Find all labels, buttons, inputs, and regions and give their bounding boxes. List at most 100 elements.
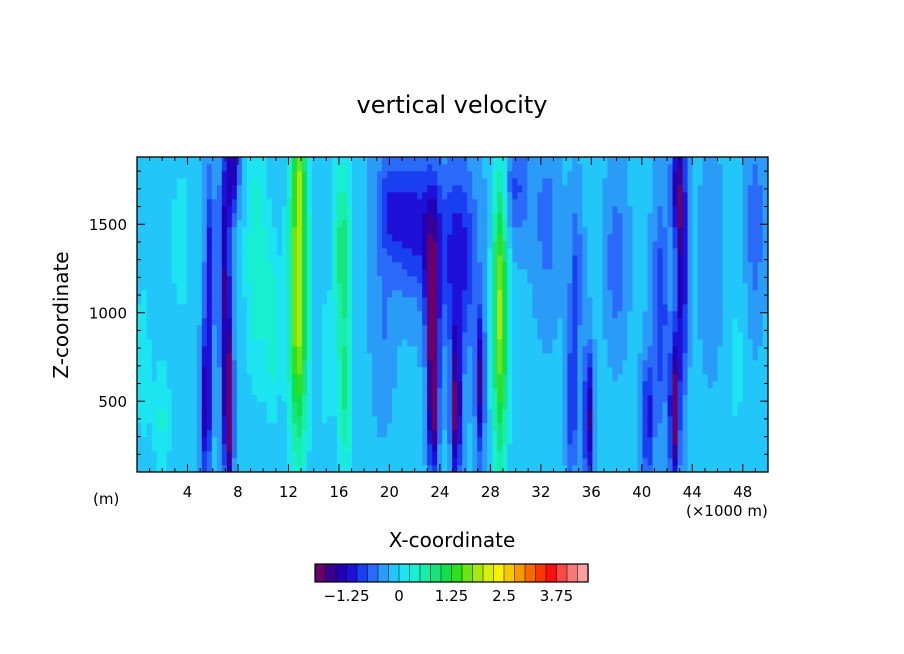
field-cell [537,205,543,214]
field-cell [392,331,398,340]
field-cell [327,450,333,459]
field-cell [301,450,308,459]
field-cell [156,157,163,165]
field-cell [201,219,208,228]
field-cell [622,275,629,284]
field-cell [397,359,403,368]
field-cell [602,212,609,221]
field-cell [627,352,634,361]
field-cell [321,352,328,361]
field-cell [567,310,573,319]
field-cell [422,198,428,207]
field-cell [151,212,158,221]
field-cell [161,191,168,200]
field-cell [587,429,594,438]
field-cell [627,184,634,193]
field-cell [201,324,208,333]
field-cell [517,247,523,256]
field-cell [281,170,288,179]
field-cell [332,331,338,340]
field-cell [407,275,413,284]
field-cell [462,443,468,452]
field-cell [176,268,183,277]
field-cell [206,457,213,466]
field-cell [617,310,624,319]
field-cell [211,261,218,270]
field-cell [627,254,634,263]
field-cell [256,296,263,305]
field-cell [216,219,223,228]
field-cell [286,247,293,256]
field-cell [497,373,503,382]
field-cell [557,254,563,263]
field-cell [226,324,233,333]
field-cell [537,296,543,305]
field-cell [347,415,353,424]
field-cell [342,303,348,312]
field-cell [362,380,368,389]
field-cell [156,457,163,466]
field-cell [572,464,578,472]
field-cell [482,205,488,214]
field-cell [647,422,654,431]
field-cell [612,352,619,361]
field-cell [231,345,238,354]
field-cell [572,450,578,459]
field-cell [582,457,589,466]
field-cell [256,464,263,472]
field-cell [246,268,253,277]
field-cell [567,324,573,333]
field-cell [622,282,629,291]
field-cell [467,247,473,256]
field-cell [512,233,518,242]
field-cell [241,261,248,270]
field-cell [662,240,669,249]
field-cell [482,282,488,291]
field-cell [332,157,338,165]
field-cell [246,338,253,347]
field-cell [462,429,468,438]
field-cell [321,254,328,263]
field-cell [377,219,383,228]
field-cell [527,261,533,270]
field-cell [412,408,418,417]
field-cell [226,373,233,382]
field-cell [321,177,328,186]
field-cell [637,352,644,361]
field-cell [537,394,543,403]
field-cell [522,422,528,431]
field-cell [517,261,523,270]
field-cell [552,317,558,326]
field-cell [422,163,428,172]
field-cell [482,163,488,172]
field-cell [492,205,498,214]
field-cell [642,233,649,242]
field-cell [422,289,428,298]
field-cell [357,157,363,165]
field-cell [647,457,654,466]
field-cell [171,408,178,417]
field-cell [161,338,168,347]
field-cell [612,184,619,193]
field-cell [316,345,323,354]
field-cell [337,373,343,382]
field-cell [682,212,689,221]
field-cell [196,338,203,347]
field-cell [532,415,538,424]
field-cell [246,436,253,445]
field-cell [467,191,473,200]
field-cell [552,310,558,319]
field-cell [647,247,654,256]
field-cell [352,366,358,375]
field-cell [377,254,383,263]
field-cell [377,170,383,179]
field-cell [271,394,278,403]
field-cell [667,380,674,389]
field-cell [347,387,353,396]
field-cell [372,457,378,466]
field-cell [402,233,408,242]
field-cell [261,205,268,214]
field-cell [517,401,523,410]
field-cell [151,457,158,466]
field-cell [352,184,358,193]
